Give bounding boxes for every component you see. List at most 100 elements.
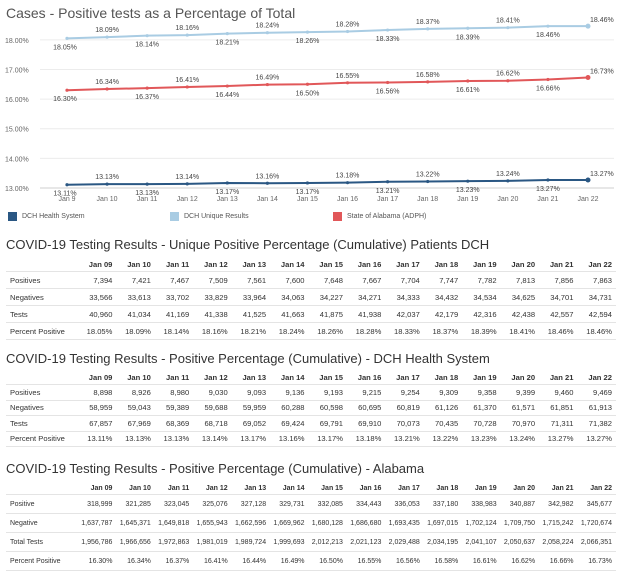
column-header: Jan 20	[513, 484, 536, 492]
series-line	[66, 76, 589, 92]
x-tick-label: Jan 20	[497, 196, 518, 203]
table-cell: 42,438	[500, 305, 540, 323]
column-header: Jan 14	[282, 484, 305, 492]
table-cell: 1,693,435	[385, 513, 424, 533]
data-label: 13.13%	[95, 174, 119, 181]
table-cell: 59,688	[193, 399, 232, 416]
row-label: Negatives	[6, 288, 78, 306]
table-cell: 1,697,015	[423, 513, 463, 533]
table-cell: 16.34%	[116, 551, 155, 571]
column-header: Jan 20	[511, 373, 536, 382]
row-label: Tests	[6, 305, 78, 323]
legend-swatch	[333, 212, 342, 221]
table-cell: 13.22%	[423, 430, 463, 447]
column-header: Jan 14	[280, 373, 305, 382]
data-point	[426, 27, 430, 31]
legend-item-state-of-alabama[interactable]: State of Alabama (ADPH)	[333, 212, 426, 221]
table-dch-health-system: Jan 09 Jan 10 Jan 11 Jan 12 Jan 13 Jan 14 Jan …	[6, 371, 616, 447]
table-title-alabama: COVID-19 Testing Results - Positive Perc…	[6, 461, 425, 476]
data-point	[145, 86, 149, 90]
table-cell: 34,731	[577, 288, 616, 306]
table-cell: 60,819	[385, 399, 424, 416]
table-cell: 16.66%	[539, 551, 578, 571]
table-row: Tests 67,857 67,969 68,369 68,718 69,052 69,42…	[6, 415, 616, 431]
column-header: Jan 19	[472, 260, 497, 269]
table-cell: 61,571	[500, 399, 540, 416]
table-cell: 1,686,680	[346, 513, 386, 533]
table-cell: 18.39%	[462, 322, 501, 340]
row-label: Positives	[6, 384, 78, 400]
table-cell: 70,073	[385, 415, 424, 431]
table-cell: 18.21%	[231, 322, 271, 340]
column-header: Jan 12	[204, 260, 228, 269]
data-label: 16.55%	[336, 73, 360, 80]
data-point	[585, 23, 591, 29]
data-label: 18.39%	[456, 34, 480, 41]
data-label: 18.46%	[536, 32, 560, 39]
data-label: 16.73%	[590, 68, 614, 75]
legend-swatch	[170, 212, 179, 221]
table-cell: 332,085	[308, 494, 347, 514]
table-cell: 2,012,213	[308, 532, 347, 552]
table-cell: 342,982	[539, 494, 578, 514]
column-header: Jan 15	[319, 260, 343, 269]
table-cell: 9,460	[539, 384, 578, 400]
data-label: 18.09%	[95, 27, 119, 34]
table-cell: 1,999,693	[270, 532, 309, 552]
table-cell: 1,956,786	[78, 532, 117, 552]
legend-item-dch-unique-results[interactable]: DCH Unique Results	[170, 212, 249, 221]
column-header: Jan 09	[88, 260, 113, 269]
table-cell: 9,030	[193, 384, 232, 400]
table-cell: 33,964	[231, 288, 271, 306]
table-cell: 60,288	[270, 399, 309, 416]
table-cell: 13.27%	[539, 430, 578, 447]
column-header: Jan 17	[396, 260, 420, 269]
table-cell: 13.14%	[193, 430, 232, 447]
data-label: 16.44%	[215, 92, 239, 99]
table-cell: 18.14%	[154, 322, 194, 340]
data-label: 18.28%	[336, 22, 360, 29]
table-row: Percent Positive 16.30% 16.34% 16.37% 16.41%…	[6, 551, 616, 571]
y-tick-label: 18.00%	[5, 38, 29, 45]
table-header-row: Jan 09 Jan 10 Jan 11 Jan 12 Jan 13 Jan 14 Jan …	[6, 258, 616, 272]
table-cell: 41,338	[193, 305, 232, 323]
data-label: 13.14%	[175, 174, 199, 181]
column-header: Jan 16	[357, 373, 382, 382]
data-label: 16.56%	[376, 88, 400, 95]
column-header: Jan 15	[319, 373, 343, 382]
row-label: Positives	[6, 271, 78, 289]
data-point	[65, 183, 69, 187]
table-row: Positives 7,394 7,421 7,467 7,509 7,561 7,600 7…	[6, 271, 616, 289]
table-header-row: Jan 09 Jan 10 Jan 11 Jan 12 Jan 13 Jan 14 Jan …	[6, 482, 616, 495]
table-cell: 9,309	[423, 384, 463, 400]
table-cell: 70,970	[500, 415, 540, 431]
table-cell: 41,938	[346, 305, 386, 323]
data-point	[305, 30, 310, 34]
table-cell: 7,813	[500, 271, 540, 289]
table-cell: 1,966,656	[116, 532, 155, 552]
legend-label: State of Alabama (ADPH)	[347, 213, 427, 220]
table-cell: 1,669,962	[270, 513, 309, 533]
table-cell: 337,180	[423, 494, 463, 514]
table-cell: 7,747	[423, 271, 463, 289]
data-point	[105, 182, 109, 186]
table-cell: 16.56%	[385, 551, 424, 571]
data-label: 18.21%	[215, 40, 239, 47]
legend-item-dch-health-system[interactable]: DCH Health System	[8, 212, 85, 221]
x-tick-label: Jan 21	[537, 196, 558, 203]
table-cell: 18.46%	[577, 322, 616, 340]
table-cell: 34,333	[385, 288, 424, 306]
table-cell: 60,695	[346, 399, 386, 416]
data-point	[466, 179, 470, 183]
table-cell: 340,887	[500, 494, 540, 514]
table-cell: 13.13%	[154, 430, 194, 447]
table-cell: 16.41%	[193, 551, 232, 571]
column-header: Jan 21	[549, 260, 574, 269]
column-header: Jan 09	[90, 484, 113, 492]
table-cell: 13.18%	[346, 430, 386, 447]
table-cell: 7,394	[78, 271, 117, 289]
legend-label: DCH Health System	[22, 213, 85, 220]
table-cell: 7,600	[270, 271, 309, 289]
table-row: Positives 8,898 8,926 8,980 9,030 9,093 9,136 9…	[6, 384, 616, 400]
row-label: Negatives	[6, 399, 78, 416]
